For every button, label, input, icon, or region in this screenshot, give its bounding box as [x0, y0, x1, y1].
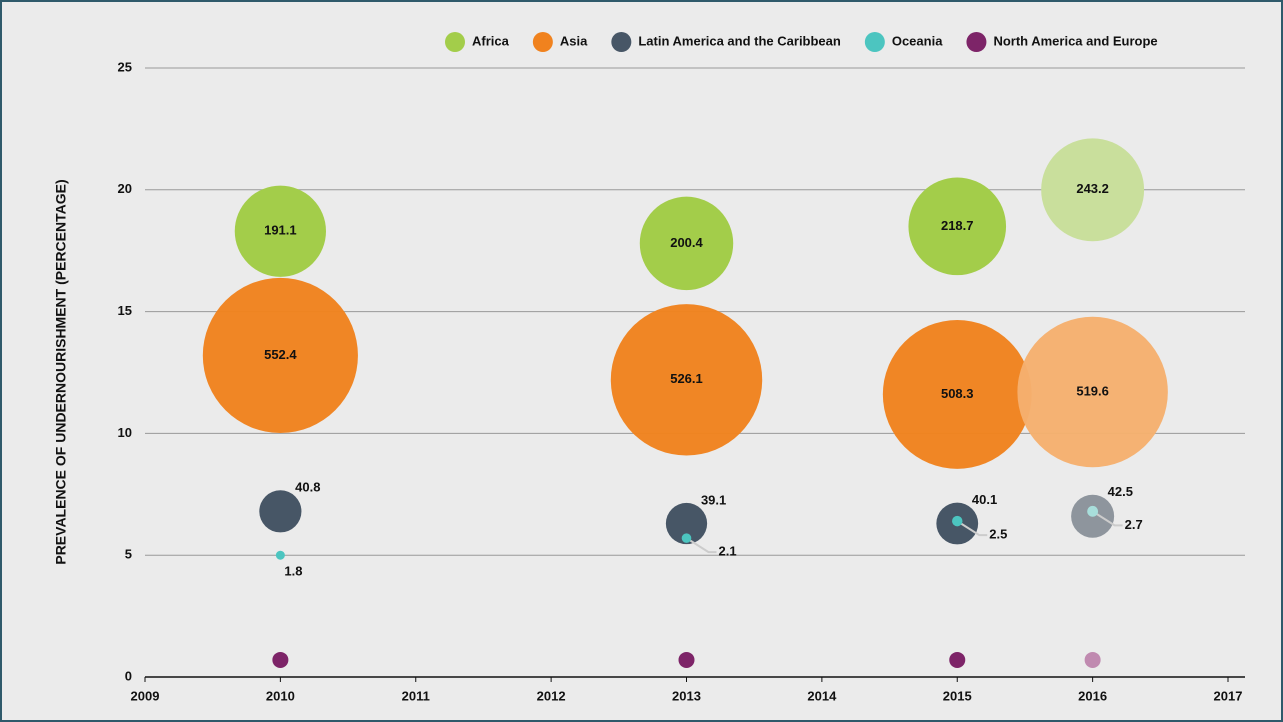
bubble: [1084, 651, 1101, 668]
bubble: [678, 651, 695, 668]
bubble: [639, 196, 734, 291]
x-tick-label: 2016: [1078, 688, 1107, 703]
legend-label: Latin America and the Caribbean: [638, 33, 841, 48]
x-tick-label: 2011: [402, 688, 430, 703]
bubble: [952, 515, 963, 527]
x-tick-label: 2009: [131, 688, 160, 703]
data-label: 200.4: [670, 235, 703, 250]
bubble: [1087, 505, 1099, 517]
data-label: 218.7: [941, 218, 974, 233]
y-axis-label: PREVALENCE OF UNDERNOURISHMENT (PERCENTA…: [53, 179, 69, 564]
legend-label: Asia: [560, 33, 588, 48]
x-tick-label: 2012: [537, 688, 566, 703]
legend-label: Oceania: [892, 33, 943, 48]
legend-swatch: [611, 32, 632, 52]
legend-label: North America and Europe: [993, 33, 1157, 48]
y-tick-label: 25: [118, 59, 132, 74]
bubble: [272, 651, 289, 668]
legend-swatch: [864, 32, 885, 52]
x-tick-label: 2010: [266, 688, 295, 703]
x-tick-label: 2013: [672, 688, 701, 703]
bubble: [1041, 138, 1145, 242]
data-label: 2.7: [1125, 517, 1143, 532]
y-tick-label: 20: [118, 181, 132, 196]
legend-swatch: [532, 32, 553, 52]
data-label: 508.3: [941, 386, 974, 401]
x-tick-label: 2014: [807, 688, 837, 703]
leader-line: [685, 537, 717, 554]
y-tick-label: 0: [125, 668, 132, 683]
bubble: [882, 320, 1032, 469]
legend-label: Africa: [472, 33, 510, 48]
bubble: [908, 177, 1007, 276]
bubble: [949, 651, 966, 668]
bubble: [1017, 316, 1168, 468]
data-label: 526.1: [670, 371, 703, 386]
bubble: [234, 185, 326, 277]
y-tick-label: 15: [118, 303, 132, 318]
data-label: 42.5: [1108, 484, 1133, 499]
bubble: [610, 304, 763, 456]
y-tick-label: 10: [118, 425, 132, 440]
data-label: 40.8: [295, 480, 320, 495]
bubble: [275, 550, 285, 560]
data-label: 39.1: [701, 492, 726, 507]
leader-line: [956, 520, 988, 537]
data-label: 552.4: [264, 347, 297, 362]
bubble: [665, 502, 708, 545]
bubble: [681, 533, 692, 543]
data-label: 2.5: [989, 527, 1007, 542]
bubble: [202, 277, 358, 434]
data-label: 243.2: [1076, 181, 1109, 196]
data-label: 519.6: [1076, 383, 1109, 398]
legend-swatch: [445, 32, 465, 52]
x-tick-label: 2015: [943, 688, 972, 703]
x-tick-label: 2017: [1214, 688, 1243, 703]
y-tick-label: 5: [125, 547, 132, 562]
bubble: [259, 490, 302, 533]
data-label: 40.1: [972, 492, 997, 507]
data-label: 191.1: [264, 223, 297, 238]
legend-swatch: [966, 32, 987, 52]
data-label: 2.1: [719, 544, 737, 559]
data-label: 1.8: [284, 564, 302, 579]
leader-line: [1092, 510, 1123, 527]
